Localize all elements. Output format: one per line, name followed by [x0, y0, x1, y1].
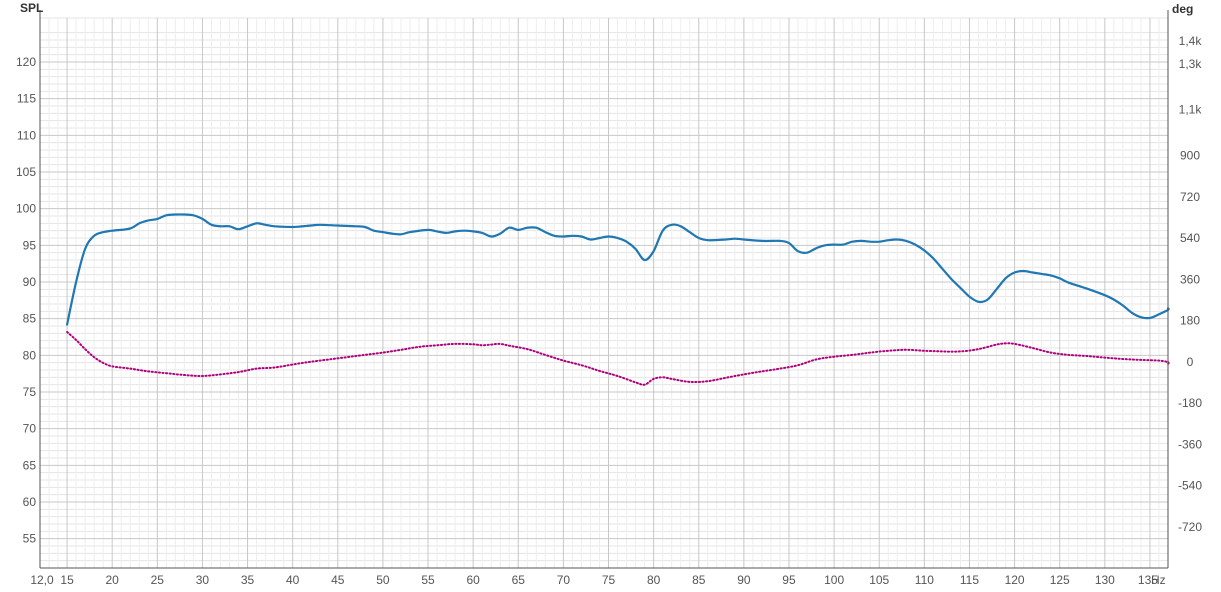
x-tick-label: 75 [602, 573, 616, 587]
x-tick-label: 65 [512, 573, 526, 587]
x-tick-label: 135 [1138, 573, 1158, 587]
right-tick-label: 1,3k [1179, 57, 1203, 71]
x-tick-label: 25 [151, 573, 165, 587]
x-tick-label: 40 [286, 573, 300, 587]
right-axis-label: deg [1172, 2, 1193, 16]
x-tick-label: 35 [241, 573, 255, 587]
right-tick-label: -540 [1178, 479, 1202, 493]
right-tick-label: 180 [1180, 314, 1200, 328]
x-tick-label: 115 [960, 573, 979, 587]
left-tick-label: 115 [17, 92, 36, 106]
major-gridlines [39, 18, 1168, 568]
x-tick-label: 90 [737, 573, 751, 587]
x-tick-label: 60 [466, 573, 480, 587]
x-tick-label: 12,0 [30, 573, 54, 587]
right-axis-ticks: -720 -540 -360 -180 0 180 360 540 720 900 1,1k 1,3k… [1178, 34, 1202, 534]
x-axis-unit: Hz [1151, 573, 1166, 587]
left-tick-label: 100 [16, 202, 36, 216]
series-layer [66, 213, 1170, 386]
left-tick-label: 80 [23, 348, 37, 362]
left-tick-label: 65 [23, 458, 37, 472]
x-tick-label: 120 [1005, 573, 1025, 587]
left-tick-label: 70 [23, 422, 37, 436]
x-tick-label: 20 [106, 573, 120, 587]
x-tick-label: 125 [1050, 573, 1070, 587]
right-tick-label: 540 [1180, 231, 1200, 245]
plot-background [40, 18, 1168, 568]
right-tick-label: 0 [1187, 355, 1194, 369]
left-tick-label: 120 [16, 55, 36, 69]
x-tick-label: 70 [557, 573, 571, 587]
axes [39, 10, 1169, 569]
x-tick-label: 110 [915, 573, 934, 587]
x-tick-label: 30 [196, 573, 210, 587]
x-tick-label: 85 [692, 573, 706, 587]
x-tick-label: 50 [376, 573, 390, 587]
x-axis-ticks: 12,0 15 20 25 30 35 40 45 50 55 60 65 70 75 80 85 90 95 10… [30, 573, 1158, 587]
left-tick-label: 110 [17, 128, 36, 142]
x-tick-label: 130 [1095, 573, 1115, 587]
right-tick-label: -720 [1178, 520, 1202, 534]
x-tick-label: 80 [647, 573, 661, 587]
left-tick-label: 95 [23, 238, 37, 252]
x-tick-label: 15 [60, 573, 74, 587]
x-tick-label: 95 [782, 573, 796, 587]
left-tick-label: 60 [23, 495, 37, 509]
x-tick-label: 55 [421, 573, 435, 587]
right-tick-label: 900 [1180, 149, 1200, 163]
right-tick-label: 1,1k [1179, 103, 1203, 117]
x-tick-label: 45 [331, 573, 345, 587]
left-axis-label: SPL [20, 1, 43, 15]
phase-series-line [66, 331, 1170, 386]
right-tick-label: 720 [1180, 190, 1200, 204]
x-tick-label: 105 [869, 573, 889, 587]
left-axis-ticks: 55 60 65 70 75 80 85 90 95 100 105 110 115 120 [16, 55, 36, 546]
left-tick-label: 85 [23, 312, 37, 326]
spl-series-line [66, 213, 1170, 326]
right-tick-label: -180 [1178, 396, 1202, 410]
right-tick-label: 360 [1180, 272, 1200, 286]
x-tick-label: 100 [824, 573, 844, 587]
left-tick-label: 105 [16, 165, 36, 179]
minor-gridlines [39, 17, 1169, 569]
left-tick-label: 90 [23, 275, 37, 289]
right-tick-label: -360 [1178, 437, 1202, 451]
left-tick-label: 75 [23, 385, 37, 399]
right-tick-label: 1,4k [1179, 34, 1203, 48]
left-tick-label: 55 [23, 532, 37, 546]
